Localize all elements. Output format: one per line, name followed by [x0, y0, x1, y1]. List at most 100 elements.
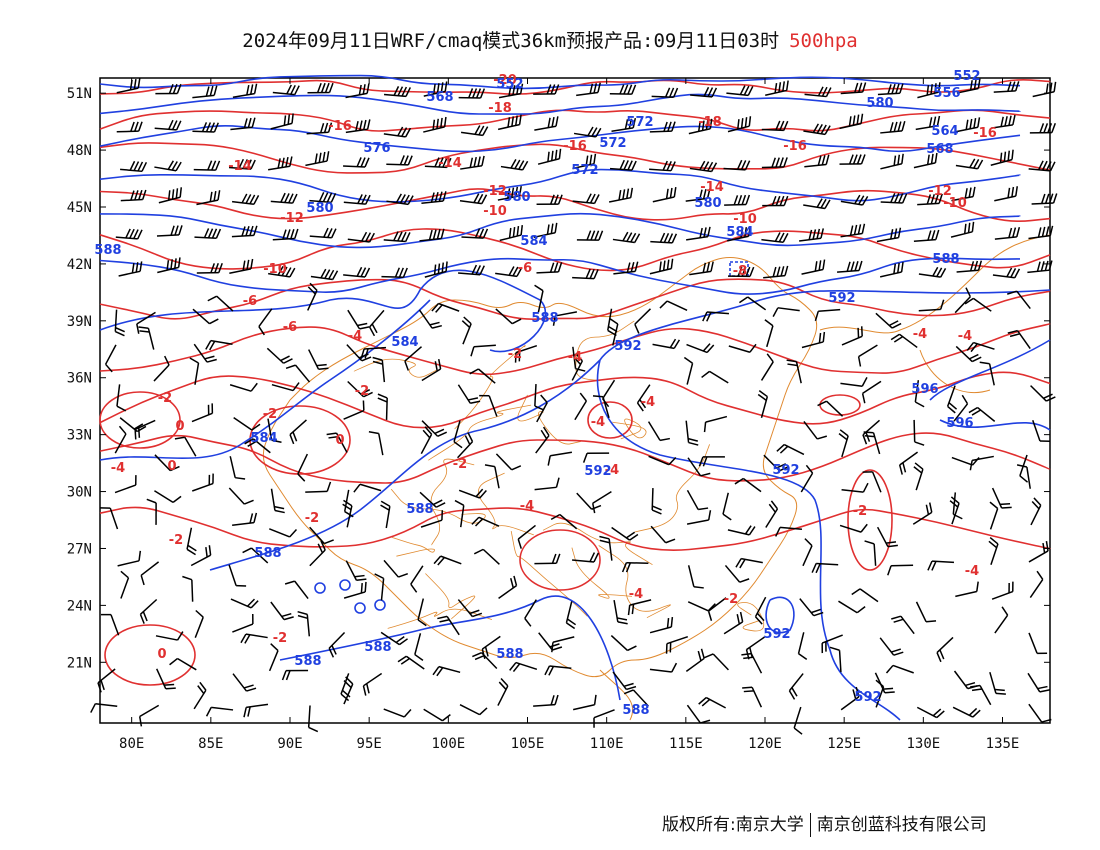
wind-barb [649, 616, 674, 634]
wind-barb [879, 637, 904, 656]
wind-barb [879, 261, 904, 278]
wind-barb [659, 300, 688, 312]
wind-barb [1006, 290, 1031, 309]
height-label: 564 [931, 124, 958, 139]
wind-barb [289, 419, 307, 445]
wind-barb [954, 287, 971, 314]
height-label: 592 [614, 339, 641, 354]
wind-barb [801, 331, 826, 349]
wind-barb [609, 159, 637, 171]
wind-barb [353, 483, 382, 493]
wind-barb [497, 185, 522, 201]
wind-barb [309, 192, 337, 204]
wind-barb [458, 88, 486, 99]
wind-barb [936, 636, 954, 663]
wind-barb [534, 116, 559, 131]
height-contour-small-loop [354, 602, 366, 614]
wind-barb [271, 382, 300, 392]
height-label: 592 [772, 463, 799, 478]
height-label: 572 [571, 163, 598, 178]
height-label: 592 [854, 690, 881, 705]
wind-barb [326, 432, 348, 453]
wind-barb [912, 502, 933, 525]
province-boundary [427, 404, 532, 461]
wind-barb [613, 261, 639, 275]
wind-barb [988, 536, 999, 566]
wind-barb [533, 222, 558, 239]
wind-barb [192, 308, 219, 325]
temperature-label: -6 [283, 320, 297, 335]
wind-barb [754, 596, 767, 625]
wind-barb [414, 633, 424, 661]
wind-barb [196, 262, 223, 274]
wind-barb [345, 83, 370, 99]
wind-barb [453, 420, 463, 449]
wind-barb [347, 231, 375, 243]
wind-barb [1032, 419, 1050, 443]
temperature-label: -4 [591, 415, 605, 430]
temperature-label: -2 [263, 407, 277, 422]
wind-barb [115, 228, 143, 240]
wind-barb [328, 631, 346, 658]
title-main: 2024年09月11日WRF/cmaq模式36km预报产品:09月11日03时 [242, 30, 780, 52]
temperature-isotherm [99, 432, 1051, 484]
wind-barb [229, 456, 246, 480]
wind-barb [582, 452, 610, 463]
height-contour [99, 212, 1021, 249]
wind-barb [574, 392, 588, 421]
temperature-label: -18 [488, 101, 512, 116]
wind-barb [788, 673, 804, 700]
wind-barb [1016, 464, 1031, 489]
wind-barb [953, 394, 969, 422]
wind-barb [157, 257, 181, 274]
wind-barb [420, 426, 433, 455]
wind-barb [991, 581, 1014, 600]
wind-barb [139, 598, 158, 624]
lat-label: 51N [67, 86, 92, 102]
wind-barb [534, 477, 560, 491]
wind-barb [191, 403, 214, 423]
wind-barb [727, 525, 756, 536]
wind-barb [956, 117, 981, 133]
height-label: 576 [363, 141, 390, 156]
wind-barb [803, 420, 828, 440]
wind-barb [231, 193, 260, 206]
wind-barb [424, 157, 452, 169]
province-boundary [478, 472, 534, 536]
wind-barb [1028, 225, 1054, 240]
wind-barb [765, 500, 779, 528]
wind-barb [495, 308, 522, 325]
height-label: 552 [496, 77, 523, 92]
wind-barb [228, 158, 256, 170]
temperature-label: 0 [167, 459, 176, 474]
map-frame [99, 77, 1051, 724]
wind-barb [951, 186, 976, 202]
wind-barb [876, 227, 902, 243]
wind-barb [885, 664, 914, 674]
height-label: 584 [391, 335, 418, 350]
wind-barb [1027, 260, 1053, 274]
wind-barb [118, 261, 143, 277]
wind-barb [840, 223, 866, 238]
height-contour-small-loop [314, 582, 326, 594]
wind-barb [374, 573, 385, 601]
wind-barb [1029, 123, 1057, 134]
wind-barb [383, 126, 412, 138]
wind-barb [509, 661, 538, 673]
wind-barb [97, 668, 116, 693]
wind-barb [268, 266, 296, 278]
wind-barb [689, 160, 718, 173]
wind-barb [949, 496, 960, 525]
wind-barb [420, 510, 444, 528]
temperature-label: -4 [913, 327, 927, 342]
wind-barb [841, 482, 869, 493]
lat-label: 36N [67, 371, 92, 387]
wind-barb [918, 299, 945, 312]
wind-barb [799, 228, 825, 242]
wind-barb [138, 326, 155, 350]
wind-barb [609, 84, 637, 95]
wind-barb [534, 284, 544, 313]
wind-barb [305, 481, 332, 493]
wind-barb [990, 149, 1014, 166]
temperature-label: -14 [700, 180, 724, 195]
